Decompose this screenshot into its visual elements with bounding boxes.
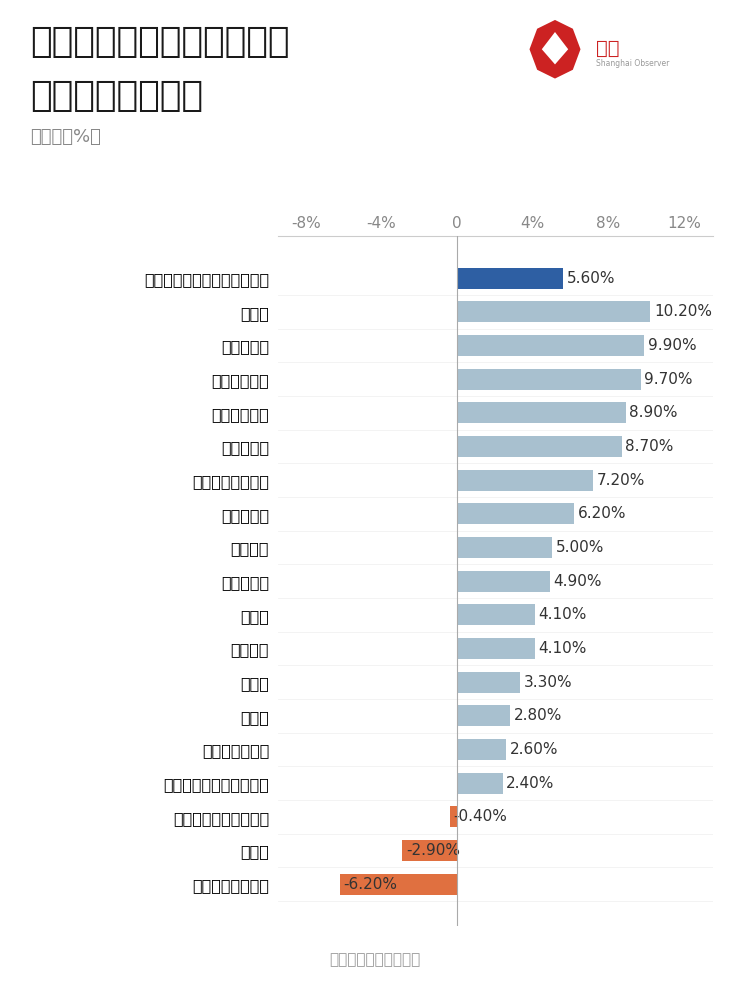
Text: 4.10%: 4.10%: [538, 608, 586, 623]
Text: -0.40%: -0.40%: [454, 810, 507, 824]
Text: -2.90%: -2.90%: [406, 843, 460, 858]
Bar: [402, 840, 457, 861]
Bar: [458, 605, 535, 625]
Text: 6.20%: 6.20%: [578, 506, 627, 521]
Text: 4.90%: 4.90%: [554, 573, 602, 589]
Bar: [458, 705, 510, 726]
Bar: [458, 739, 506, 759]
Bar: [458, 301, 650, 322]
Bar: [458, 268, 563, 289]
Text: 2.80%: 2.80%: [514, 708, 562, 723]
Text: 部分限上单位消费品零售额: 部分限上单位消费品零售额: [30, 25, 290, 59]
Text: 数据来源：国家统计局: 数据来源：国家统计局: [329, 952, 421, 967]
Text: 8.70%: 8.70%: [626, 439, 674, 454]
Bar: [458, 503, 574, 524]
Bar: [458, 537, 552, 558]
Text: 7.20%: 7.20%: [597, 473, 646, 488]
Bar: [458, 436, 622, 457]
Bar: [458, 403, 626, 424]
Text: 9.90%: 9.90%: [648, 338, 697, 353]
Text: 10.20%: 10.20%: [654, 304, 712, 319]
Polygon shape: [542, 32, 568, 64]
Text: Shanghai Observer: Shanghai Observer: [596, 59, 670, 68]
Text: 8.90%: 8.90%: [629, 406, 678, 421]
Bar: [458, 772, 503, 794]
Bar: [340, 874, 458, 894]
Text: 2.60%: 2.60%: [510, 742, 559, 756]
Polygon shape: [530, 20, 580, 79]
Text: -6.20%: -6.20%: [344, 877, 398, 891]
Text: 9.70%: 9.70%: [644, 371, 693, 387]
Text: 2.40%: 2.40%: [506, 775, 555, 791]
Bar: [458, 335, 644, 356]
Bar: [458, 638, 535, 659]
Bar: [458, 368, 640, 390]
Bar: [449, 807, 458, 827]
Text: 3.30%: 3.30%: [524, 675, 572, 689]
Bar: [458, 470, 593, 491]
Bar: [458, 672, 520, 692]
Text: 5.60%: 5.60%: [567, 271, 615, 286]
Text: （单位：%）: （单位：%）: [30, 128, 100, 146]
Text: 复合增长率为负值: 复合增长率为负值: [30, 79, 203, 113]
Text: 4.10%: 4.10%: [538, 641, 586, 656]
Text: 5.00%: 5.00%: [556, 540, 604, 555]
Bar: [458, 570, 550, 592]
Text: 上观: 上观: [596, 39, 619, 58]
